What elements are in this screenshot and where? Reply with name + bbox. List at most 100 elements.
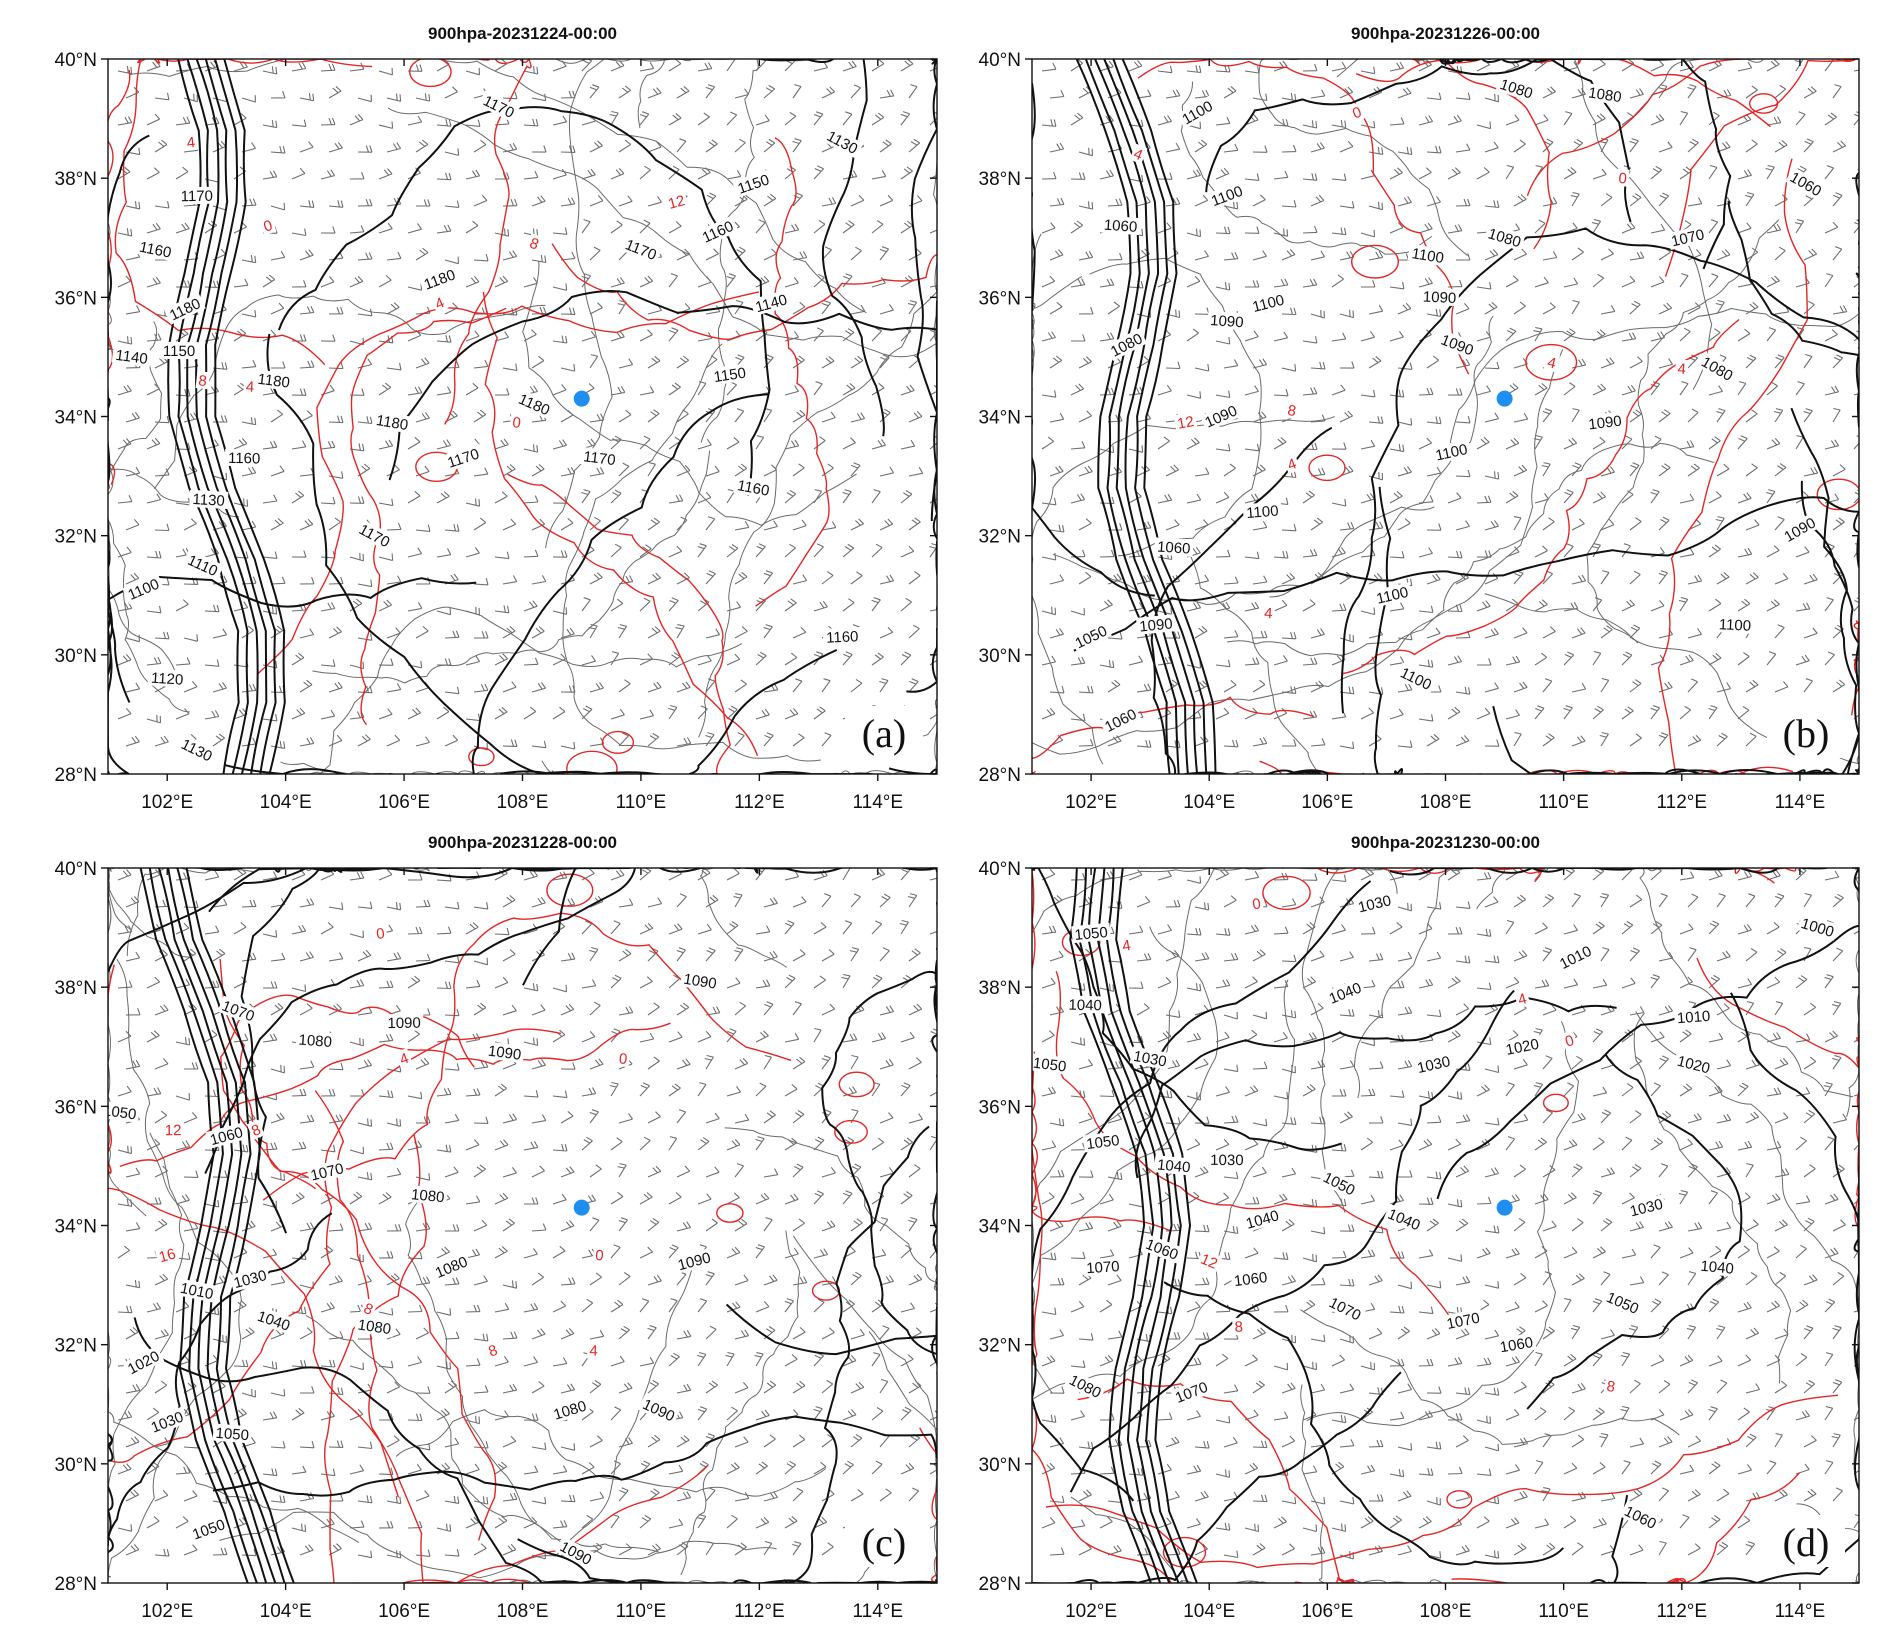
temperature-label: 8 xyxy=(1234,1319,1243,1336)
temperature-label: 4 xyxy=(1546,354,1558,373)
geopotential-label: 1070 xyxy=(1445,1310,1481,1334)
lon-tick-label: 102°E xyxy=(141,792,193,813)
lon-tick-label: 106°E xyxy=(378,792,430,813)
lat-tick-label: 38°N xyxy=(55,169,97,190)
lon-tick-label: 114°E xyxy=(853,1601,904,1622)
temperature-contours xyxy=(108,59,937,774)
map-area: 1090107010801090109010501060107010801080… xyxy=(102,868,937,1583)
lat-tick-label: 30°N xyxy=(55,1455,97,1476)
lat-tick-label: 28°N xyxy=(55,765,97,786)
geopotential-label: 1030 xyxy=(1210,1152,1243,1169)
panel-letter: (d) xyxy=(1783,1520,1830,1565)
station-dot-icon xyxy=(1496,390,1513,407)
lat-tick-label: 36°N xyxy=(55,288,97,309)
geopotential-label: 1040 xyxy=(1068,997,1102,1015)
temperature-label: 16 xyxy=(157,1245,178,1266)
temperature-label: 12 xyxy=(1176,413,1195,433)
geopotential-contours xyxy=(1032,59,1859,774)
lat-tick-label: 36°N xyxy=(979,288,1021,309)
geopotential-label: 1050 xyxy=(215,1425,250,1445)
lat-tick-label: 38°N xyxy=(979,978,1021,999)
panel-title: 900hpa-20231228-00:00 xyxy=(428,833,617,852)
contour-labels: 1090107010801090109010501060107010801080… xyxy=(102,923,721,1570)
temperature-label: 8 xyxy=(1286,402,1297,420)
geopotential-contours xyxy=(108,59,937,774)
lat-tick-label: 40°N xyxy=(979,859,1021,880)
temperature-label: 4 xyxy=(1677,361,1686,379)
lat-tick-label: 36°N xyxy=(55,1097,97,1118)
geopotential-label: 1100 xyxy=(1434,441,1469,464)
geopotential-label: 1100 xyxy=(1410,245,1445,267)
temperature-label: 4 xyxy=(589,1343,598,1360)
lat-tick-label: 40°N xyxy=(55,859,97,880)
geopotential-label: 1090 xyxy=(1587,413,1622,434)
lat-tick-label: 28°N xyxy=(979,1574,1021,1595)
panel-letter: (c) xyxy=(862,1520,906,1565)
lat-tick-label: 28°N xyxy=(979,765,1021,786)
temperature-label: 4 xyxy=(245,378,254,395)
geopotential-label: 1050 xyxy=(1032,1055,1067,1076)
geopotential-label: 1050 xyxy=(1085,1132,1120,1153)
geopotential-label: 1050 xyxy=(102,1102,137,1123)
lat-tick-label: 32°N xyxy=(979,527,1021,548)
geopotential-label: 1060 xyxy=(1157,539,1191,558)
lon-tick-label: 102°E xyxy=(1065,1601,1117,1622)
geopotential-label: 1100 xyxy=(1375,584,1410,608)
lon-tick-label: 110°E xyxy=(616,792,667,813)
station-dot-icon xyxy=(573,390,590,407)
geopotential-label: 1180 xyxy=(257,371,291,392)
geopotential-label: 1120 xyxy=(150,670,183,689)
geopotential-label: 1160 xyxy=(228,450,261,468)
temperature-label: 4 xyxy=(1264,605,1273,622)
panel-title: 900hpa-20231230-00:00 xyxy=(1351,833,1540,852)
lon-tick-label: 104°E xyxy=(1183,792,1235,813)
geopotential-label: 1030 xyxy=(1132,1048,1168,1071)
lon-tick-label: 108°E xyxy=(497,1601,549,1622)
geopotential-contours xyxy=(1032,868,1859,1583)
lat-tick-label: 34°N xyxy=(979,408,1021,429)
lat-tick-label: 34°N xyxy=(979,1217,1021,1238)
temperature-label: 12 xyxy=(666,192,686,213)
temperature-label: 0 xyxy=(618,1050,628,1068)
geopotential-label: 1160 xyxy=(138,239,173,262)
geopotential-label: 1040 xyxy=(1700,1258,1735,1278)
temperature-label: 12 xyxy=(1198,1251,1220,1273)
lat-tick-label: 36°N xyxy=(979,1097,1021,1118)
geopotential-label: 1070 xyxy=(1086,1258,1120,1277)
lon-tick-label: 112°E xyxy=(1657,1601,1708,1622)
lon-tick-label: 106°E xyxy=(1301,792,1353,813)
lat-tick-label: 40°N xyxy=(55,50,97,71)
lon-tick-label: 114°E xyxy=(1775,792,1826,813)
geopotential-label: 1020 xyxy=(1504,1036,1540,1059)
geopotential-label: 1100 xyxy=(1718,616,1751,635)
geopotential-label: 1040 xyxy=(1156,1156,1191,1176)
temperature-label: 0 xyxy=(375,925,385,943)
temperature-label: 0 xyxy=(511,414,521,432)
geopotential-label: 1060 xyxy=(1499,1334,1535,1356)
wind-barbs xyxy=(117,868,937,1560)
panel-c: 1090107010801090109010501060107010801080… xyxy=(55,833,938,1622)
temperature-label: 12 xyxy=(165,1122,182,1139)
lat-tick-label: 34°N xyxy=(55,1217,97,1238)
panel-letter: (a) xyxy=(862,711,906,756)
geopotential-contours xyxy=(108,868,937,1583)
lat-tick-label: 32°N xyxy=(55,1336,97,1357)
temperature-label: 8 xyxy=(1605,1378,1616,1396)
province-boundaries xyxy=(108,59,937,774)
geopotential-label: 1090 xyxy=(682,971,718,993)
lat-tick-label: 30°N xyxy=(979,646,1021,667)
lat-tick-label: 30°N xyxy=(979,1455,1021,1476)
temperature-label: 0 xyxy=(595,1247,605,1265)
lon-tick-label: 112°E xyxy=(734,792,785,813)
lon-tick-label: 114°E xyxy=(1775,1601,1826,1622)
lon-tick-label: 106°E xyxy=(378,1601,430,1622)
geopotential-label: 1100 xyxy=(1246,503,1280,523)
geopotential-label: 1030 xyxy=(1416,1053,1452,1077)
lat-tick-label: 32°N xyxy=(55,527,97,548)
geopotential-label: 1090 xyxy=(487,1043,522,1064)
lon-tick-label: 104°E xyxy=(260,792,312,813)
